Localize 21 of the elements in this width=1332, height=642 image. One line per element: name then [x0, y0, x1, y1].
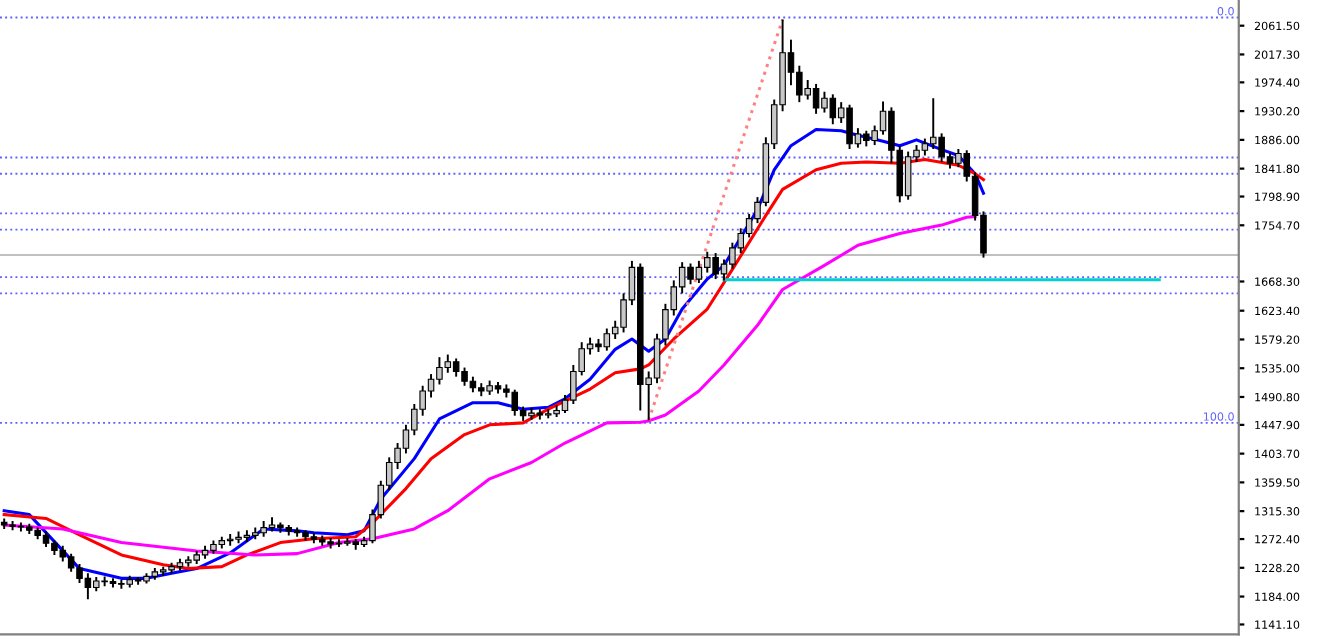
candlestick [511, 388, 519, 417]
candlestick [84, 572, 92, 601]
candlestick [712, 252, 719, 281]
candlestick [687, 262, 694, 286]
candlestick [812, 82, 820, 115]
candlestick [829, 93, 837, 126]
candlestick [444, 353, 452, 374]
candlestick [955, 148, 962, 169]
candlestick [461, 366, 468, 387]
candlestick [846, 103, 853, 150]
candlestick [804, 79, 811, 101]
candlestick [695, 259, 703, 284]
candlestick [904, 150, 912, 201]
candlestick [436, 356, 443, 386]
candlestick [67, 552, 75, 573]
candlestick [929, 97, 937, 150]
candlestick [821, 90, 828, 114]
candlestick [76, 563, 83, 584]
candlestick [603, 327, 611, 352]
candlestick [452, 357, 460, 378]
candlestick [938, 132, 945, 163]
